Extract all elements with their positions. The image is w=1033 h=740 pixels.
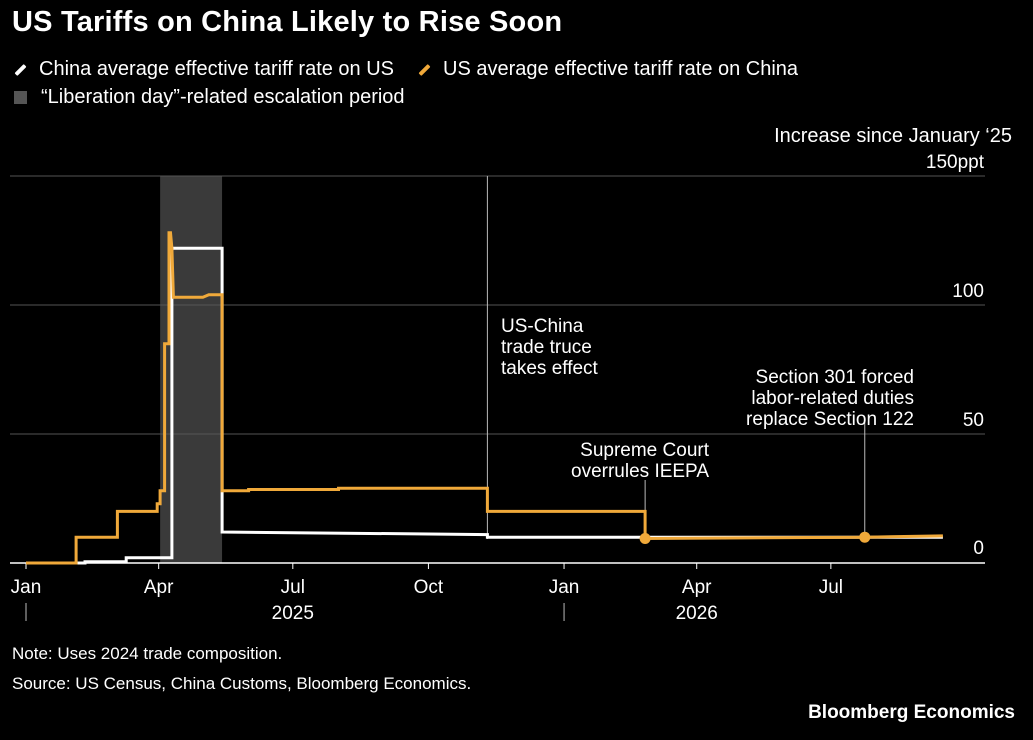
y-tick-label: 150ppt [926,152,985,173]
x-tick-label: Jul [281,577,305,598]
chart-source: Source: US Census, China Customs, Bloomb… [12,674,472,693]
brand-logo-text: Bloomberg Economics [808,702,1015,723]
annotation-text: US-China [501,316,584,337]
event-marker [859,531,871,543]
x-tick-label: Apr [682,577,712,598]
annotation-text: trade truce [501,337,592,358]
year-label: 2025 [272,603,314,624]
period-swatch [14,91,27,104]
chart-note: Note: Uses 2024 trade composition. [12,644,283,663]
y-tick-label: 50 [963,410,984,431]
annotation-text: Section 301 forced [756,367,914,388]
year-label: 2026 [676,603,718,624]
legend-period-label: “Liberation day”-related escalation peri… [41,86,405,108]
y-axis-note: Increase since January ‘25 [774,125,1012,147]
annotation-text: labor-related duties [751,388,914,409]
chart-title: US Tariffs on China Likely to Rise Soon [12,6,563,38]
x-tick-label: Apr [144,577,174,598]
legend: China average effective tariff rate on U… [12,58,798,81]
x-tick-label: Jan [549,577,580,598]
annotation-text: Supreme Court [580,440,710,461]
y-tick-label: 100 [952,281,984,302]
x-tick-label: Oct [414,577,444,598]
legend-period: “Liberation day”-related escalation peri… [12,86,405,109]
event-marker [639,532,651,544]
series-line-2 [26,231,943,565]
annotation-text: takes effect [501,358,599,379]
y-tick-label: 0 [973,538,984,559]
x-tick-label: Jul [819,577,843,598]
annotation-text: replace Section 122 [746,409,914,430]
annotation-text: overrules IEEPA [571,461,709,482]
chart-plot: 0 50 100 150ppt Jan Apr Jul Oct Jan Apr Jul 2025 202… [10,152,985,624]
legend-series1-label: China average effective tariff rate on U… [39,58,395,80]
series-line-1 [26,246,943,565]
x-tick-label: Jan [11,577,42,598]
legend-series2-label: US average effective tariff rate on Chin… [443,58,799,80]
